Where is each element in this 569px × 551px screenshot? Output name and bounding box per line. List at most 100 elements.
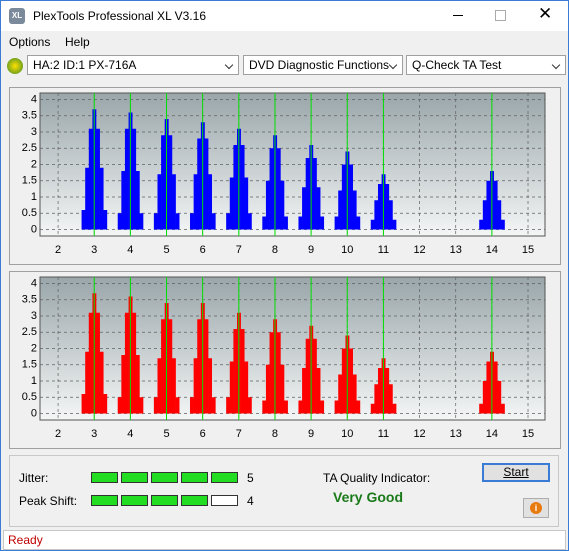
x-tick-label: 12 bbox=[413, 244, 425, 256]
bar bbox=[175, 213, 180, 230]
jitter-value: 5 bbox=[247, 471, 254, 485]
bar bbox=[197, 138, 202, 230]
bar bbox=[204, 138, 209, 230]
y-tick-label: 4 bbox=[31, 93, 37, 105]
bar bbox=[356, 216, 361, 230]
bar bbox=[479, 403, 484, 414]
menu-options[interactable]: Options bbox=[9, 35, 51, 49]
y-tick-label: 1.5 bbox=[22, 359, 37, 371]
bar bbox=[193, 174, 198, 230]
bar bbox=[349, 348, 353, 414]
bar bbox=[85, 167, 90, 230]
bar bbox=[117, 213, 122, 230]
peak-shift-value: 4 bbox=[247, 494, 254, 508]
test-select[interactable]: Q-Check TA Test bbox=[406, 55, 566, 75]
meter-segment bbox=[211, 495, 238, 506]
bar bbox=[204, 319, 209, 414]
minimize-button[interactable] bbox=[453, 15, 463, 16]
bar bbox=[247, 213, 252, 230]
bar bbox=[240, 329, 245, 414]
bar bbox=[247, 397, 252, 414]
bar bbox=[244, 361, 249, 414]
bar bbox=[96, 128, 100, 230]
bar bbox=[370, 219, 375, 230]
x-tick-label: 5 bbox=[163, 244, 169, 256]
y-tick-label: 0 bbox=[31, 407, 37, 419]
bar bbox=[124, 128, 129, 230]
meter-segment bbox=[181, 495, 208, 506]
bar bbox=[208, 174, 213, 230]
y-tick-label: 3.5 bbox=[22, 110, 37, 122]
x-tick-label: 4 bbox=[127, 428, 133, 440]
bar bbox=[493, 361, 498, 414]
bar bbox=[121, 171, 126, 230]
bar bbox=[135, 171, 140, 230]
y-tick-label: 1 bbox=[31, 191, 37, 203]
bar bbox=[117, 397, 122, 414]
bar bbox=[121, 355, 126, 414]
drive-select[interactable]: HA:2 ID:1 PX-716A bbox=[27, 55, 239, 75]
bar bbox=[486, 361, 491, 414]
meter-segment bbox=[151, 472, 178, 483]
bar bbox=[316, 187, 321, 230]
y-tick-label: 1.5 bbox=[22, 175, 37, 187]
start-button[interactable]: Start bbox=[482, 463, 550, 482]
y-tick-label: 1 bbox=[31, 375, 37, 387]
x-tick-label: 12 bbox=[413, 428, 425, 440]
bar bbox=[352, 190, 357, 230]
bar bbox=[132, 312, 137, 414]
bar bbox=[161, 135, 166, 230]
close-button[interactable]: ✕ bbox=[538, 4, 553, 23]
jitter-label: Jitter: bbox=[19, 471, 49, 485]
x-tick-label: 8 bbox=[272, 244, 278, 256]
bar bbox=[302, 368, 306, 414]
y-tick-label: 3.5 bbox=[22, 294, 37, 306]
bar bbox=[103, 210, 108, 230]
x-tick-label: 13 bbox=[450, 428, 462, 440]
bar bbox=[479, 219, 484, 230]
meter-segment bbox=[181, 472, 208, 483]
bar bbox=[88, 128, 93, 230]
window-title: PlexTools Professional XL V3.16 bbox=[33, 9, 206, 23]
info-button[interactable]: i bbox=[523, 498, 549, 518]
bar bbox=[497, 200, 502, 230]
peak-shift-chart: 0 0.5 1 1.5 2 2.5 3 3.5 4 2 3 4 5 6 7 8 9 10 11 12 13 14 15 bbox=[9, 271, 561, 449]
bar bbox=[482, 381, 487, 414]
x-tick-label: 11 bbox=[378, 244, 389, 256]
bar bbox=[229, 177, 234, 230]
y-tick-label: 4 bbox=[31, 277, 37, 289]
bar bbox=[190, 213, 194, 230]
bar bbox=[493, 180, 498, 230]
bar bbox=[486, 180, 491, 230]
bar bbox=[132, 128, 137, 230]
function-select[interactable]: DVD Diagnostic Functions bbox=[243, 55, 403, 75]
bar bbox=[171, 174, 176, 230]
x-tick-label: 5 bbox=[163, 428, 169, 440]
quality-label: TA Quality Indicator: bbox=[323, 471, 431, 485]
bar bbox=[341, 348, 346, 414]
bar bbox=[153, 397, 158, 414]
meter-segment bbox=[91, 495, 118, 506]
bar bbox=[352, 374, 357, 414]
bar bbox=[312, 158, 317, 230]
y-tick-label: 3 bbox=[31, 310, 37, 322]
bar bbox=[284, 400, 288, 414]
peak-shift-meter bbox=[91, 495, 241, 506]
menu-help[interactable]: Help bbox=[65, 35, 90, 49]
bar bbox=[85, 351, 90, 414]
bar bbox=[334, 216, 339, 230]
x-tick-label: 13 bbox=[450, 244, 462, 256]
bar bbox=[305, 338, 310, 414]
maximize-button[interactable] bbox=[495, 10, 506, 21]
bar bbox=[157, 358, 162, 414]
bar bbox=[265, 180, 270, 230]
x-tick-label: 8 bbox=[272, 428, 278, 440]
bar bbox=[139, 397, 144, 414]
title-bar: XL PlexTools Professional XL V3.16 ✕ bbox=[1, 1, 568, 31]
y-tick-label: 2 bbox=[31, 158, 37, 170]
bar bbox=[229, 361, 234, 414]
bar bbox=[124, 312, 129, 414]
bar bbox=[284, 216, 288, 230]
bar bbox=[341, 164, 346, 230]
bar bbox=[320, 400, 325, 414]
